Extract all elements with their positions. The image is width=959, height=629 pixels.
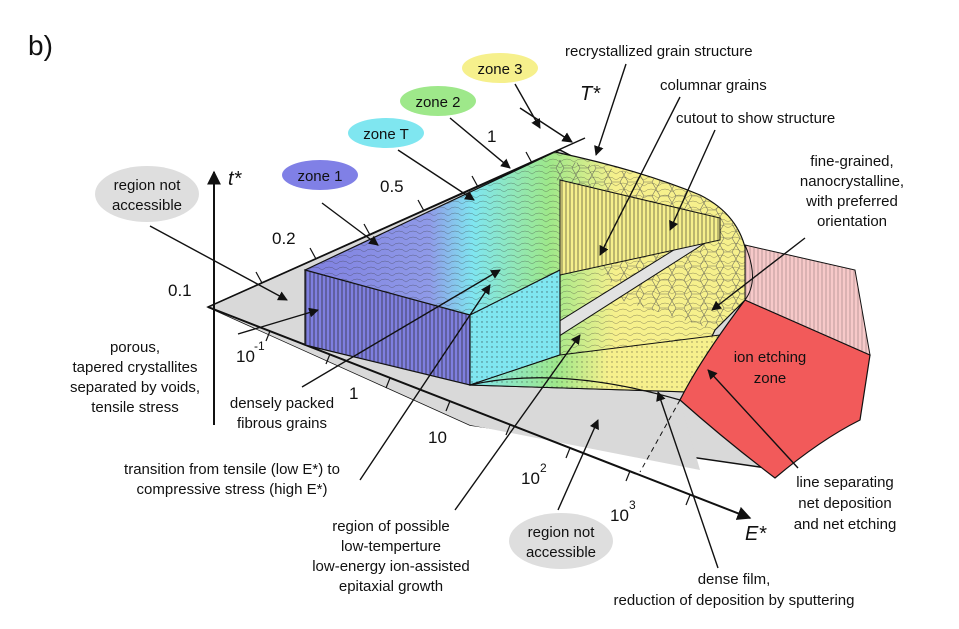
- zone3-label: zone 3: [477, 61, 522, 78]
- t-tick-0.5: 0.5: [380, 177, 404, 196]
- line-sep-line1: line separating: [796, 474, 894, 491]
- t-star-label: t*: [228, 168, 243, 190]
- E-tick-10-base: 10: [236, 347, 255, 366]
- ion-etching-zone: [679, 299, 871, 479]
- E-tick-exp-2: 2: [540, 461, 547, 475]
- porous-line2: tapered crystallites: [72, 359, 197, 376]
- zoneT-badge: [348, 118, 424, 148]
- dense-film-line2: reduction of deposition by sputtering: [614, 592, 855, 609]
- t-tick-0.1: 0.1: [168, 281, 192, 300]
- region-possible-line2: low-temperture: [341, 538, 441, 555]
- line-sep-line3: and net etching: [794, 516, 897, 533]
- recrystallized-label: recrystallized grain structure: [565, 43, 753, 60]
- region-bottom-line1: region not: [528, 524, 596, 541]
- region-top-line2: accessible: [112, 197, 182, 214]
- E-tick-exp-minus1: -1: [254, 339, 265, 353]
- etch-boundary-curve: [744, 244, 753, 301]
- E-star-label: E*: [745, 523, 767, 545]
- columnar-label: columnar grains: [660, 77, 767, 94]
- porous-line3: separated by voids,: [70, 379, 200, 396]
- E-tick-1: 1: [349, 384, 358, 403]
- leader-arrows: [149, 63, 806, 569]
- E-tick-10: 10: [428, 428, 447, 447]
- cutout-label: cutout to show structure: [676, 110, 835, 127]
- region-top-line1: region not: [114, 177, 182, 194]
- region-possible-line1: region of possible: [332, 518, 450, 535]
- region-possible-line4: epitaxial growth: [339, 578, 443, 595]
- E-tick-10-2-base: 10: [521, 469, 540, 488]
- panel-label: b): [28, 30, 53, 61]
- zone2-badge: [400, 86, 476, 116]
- E-axis-ticks: [265, 330, 691, 506]
- T-star-arrow: [519, 107, 573, 143]
- porous-line1: porous,: [110, 339, 160, 356]
- line-sep-line2: net deposition: [798, 495, 891, 512]
- zone3-badge: [462, 53, 538, 83]
- T-star-axis: [207, 137, 586, 308]
- transition-line1: transition from tensile (low E*) to: [124, 461, 340, 478]
- zone1-badge: [282, 160, 358, 190]
- region-bottom-badge: [509, 513, 613, 569]
- E-tick-10-3-base: 10: [610, 506, 629, 525]
- T-star-label: T*: [580, 83, 601, 105]
- T-axis-ticks: [255, 151, 533, 284]
- separating-curve: [469, 377, 681, 401]
- fine-grained-line2: nanocrystalline,: [800, 173, 904, 190]
- densely-line1: densely packed: [230, 395, 334, 412]
- fine-grained-line1: fine-grained,: [810, 153, 893, 170]
- E-star-axis: [207, 306, 752, 520]
- region-bottom-line2: accessible: [526, 544, 596, 561]
- ion-etching-line1: ion etching: [734, 349, 807, 366]
- zone2-label: zone 2: [415, 94, 460, 111]
- fine-grained-line4: orientation: [817, 213, 887, 230]
- fine-grained-line3: with preferred: [805, 193, 898, 210]
- t-tick-0.2: 0.2: [272, 229, 296, 248]
- zone1-label: zone 1: [297, 168, 342, 185]
- densely-line2: fibrous grains: [237, 415, 327, 432]
- zoneT-label: zone T: [363, 126, 409, 143]
- ion-etching-line2: zone: [754, 370, 787, 387]
- dense-film-line1: dense film,: [698, 571, 771, 588]
- E-tick-exp-3: 3: [629, 498, 636, 512]
- transition-line2: compressive stress (high E*): [137, 481, 328, 498]
- t-tick-1: 1: [487, 127, 496, 146]
- region-possible-line3: low-energy ion-assisted: [312, 558, 470, 575]
- region-top-badge: [95, 166, 199, 222]
- porous-line4: tensile stress: [91, 399, 179, 416]
